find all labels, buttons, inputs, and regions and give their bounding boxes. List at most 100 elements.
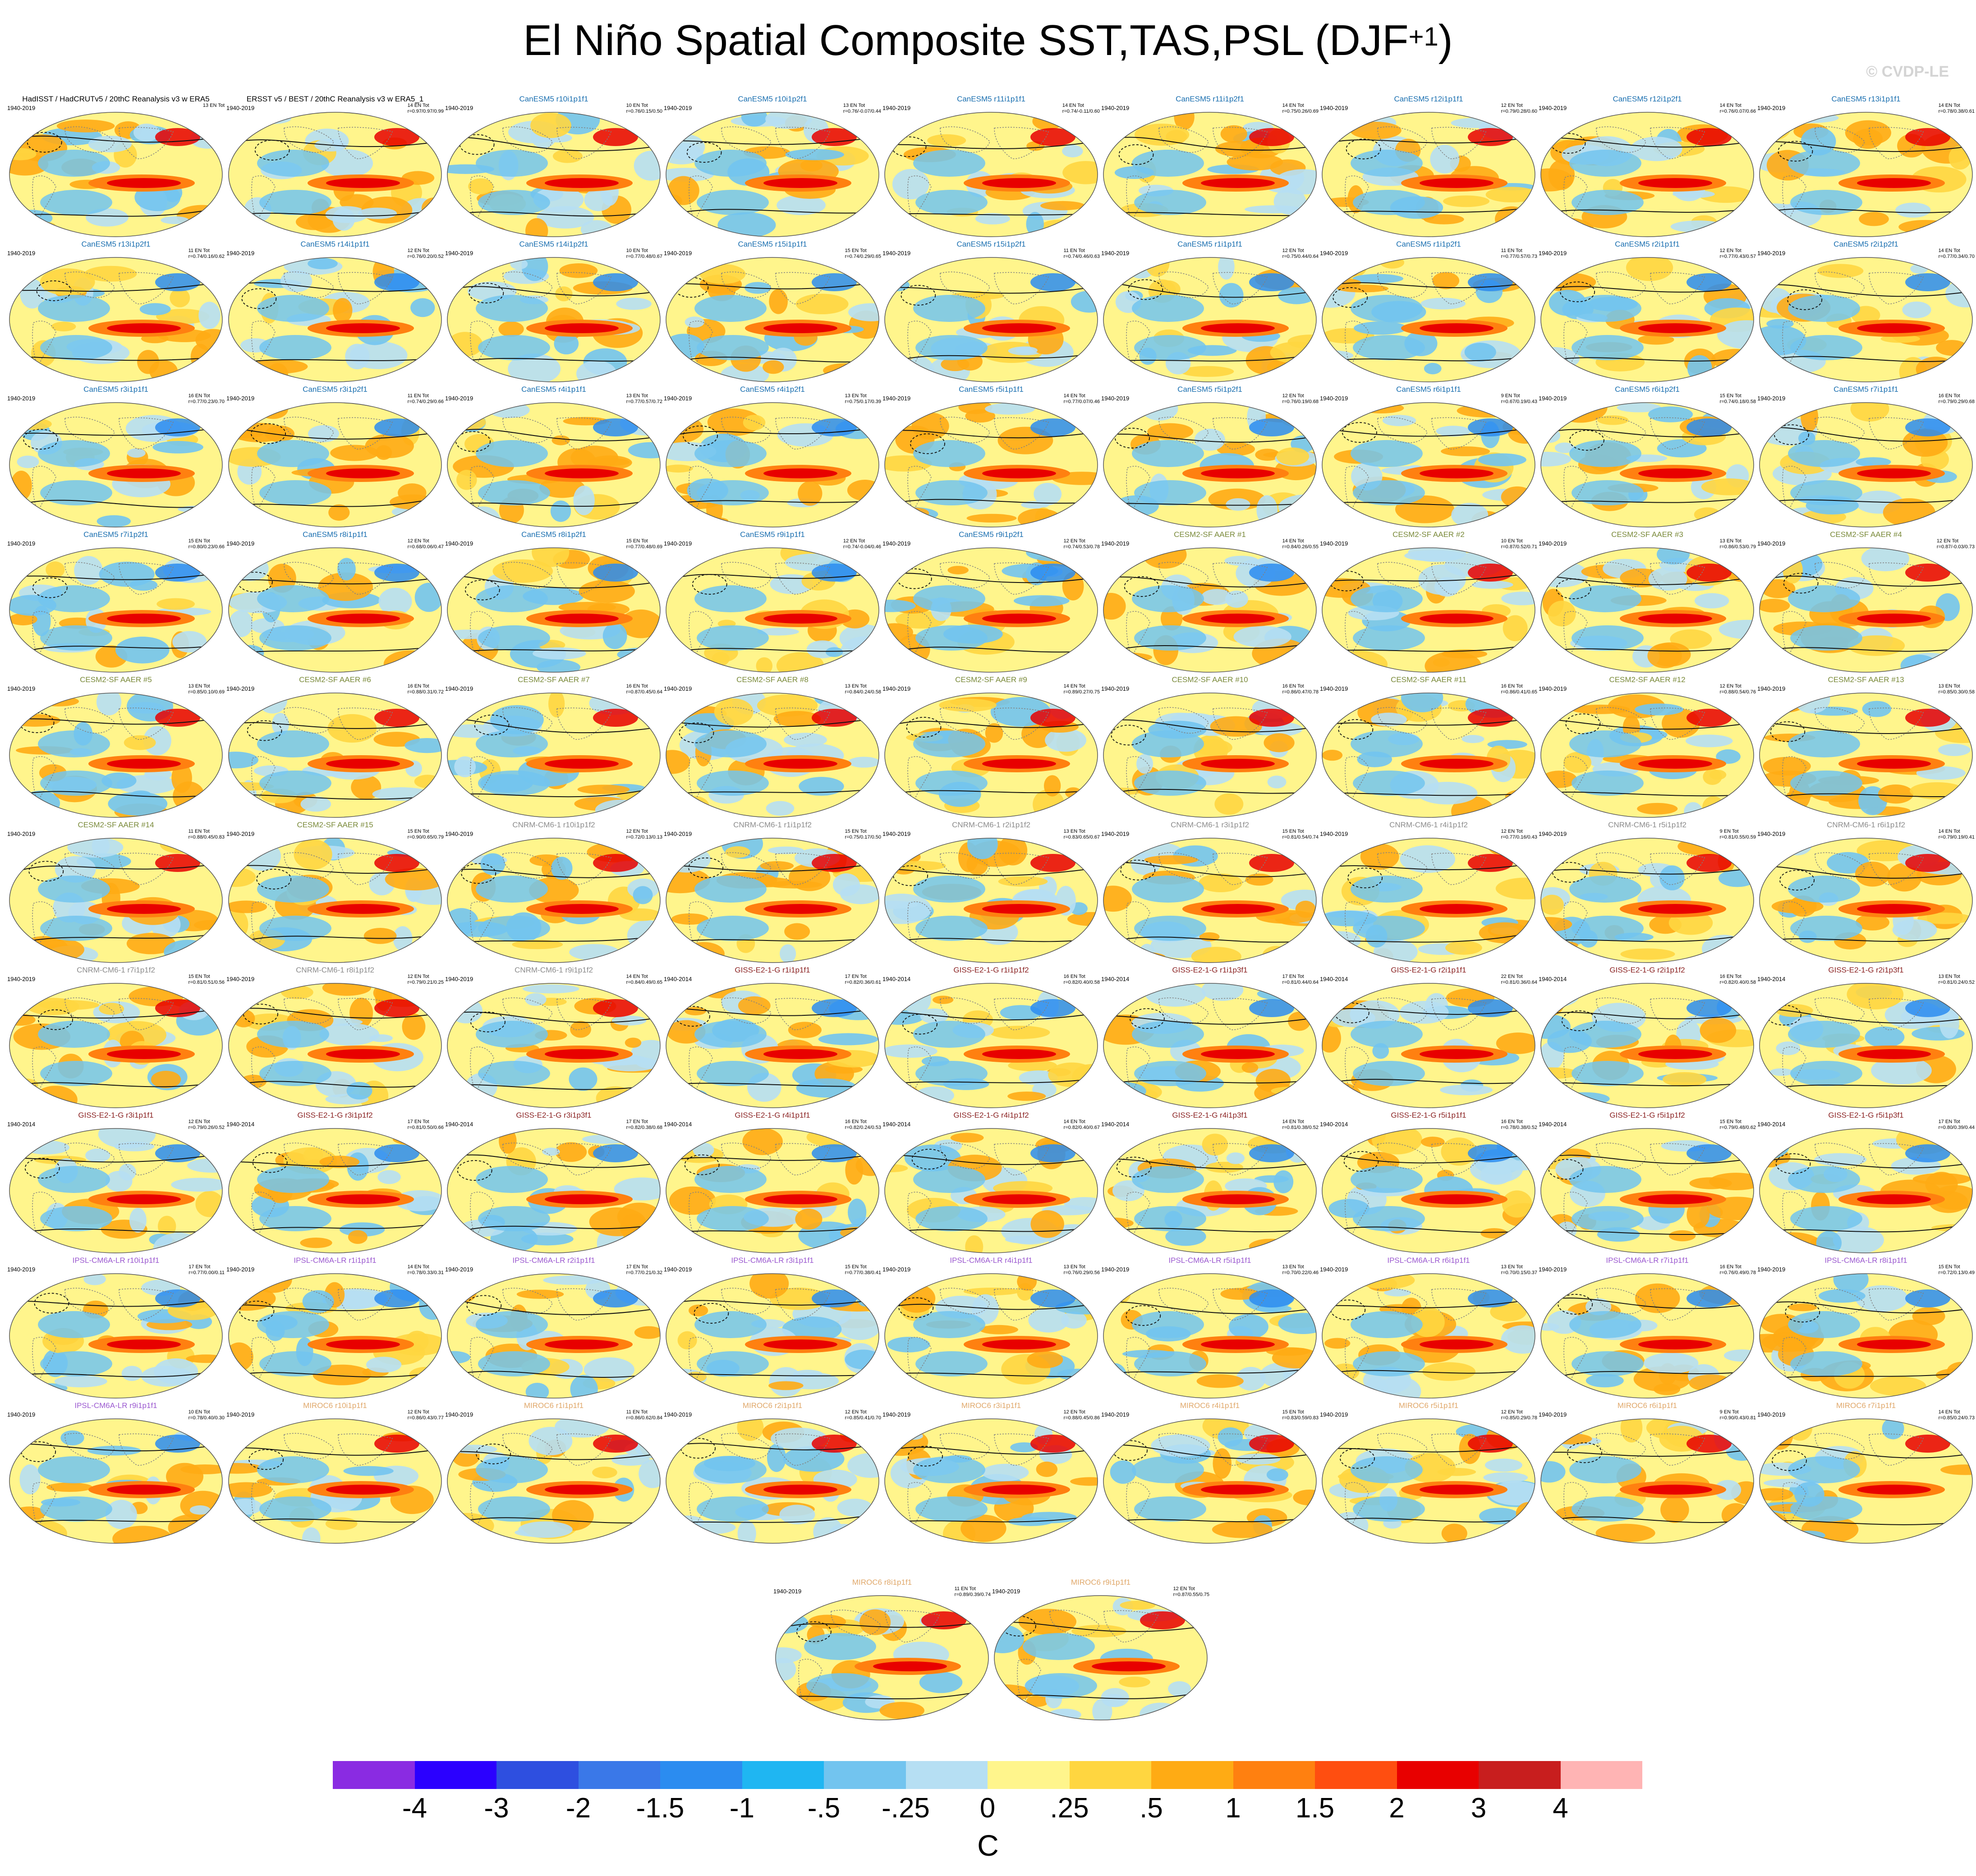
anomaly-patch — [19, 1464, 41, 1495]
panel-years: 1940-2019 — [1101, 250, 1130, 257]
psl-contour — [901, 284, 936, 306]
panel-title: MIROC6 r4i1p1f1 — [1180, 1401, 1240, 1410]
continent-outline — [32, 1192, 56, 1240]
anomaly-patch — [788, 1022, 822, 1038]
psl-contour — [252, 1152, 288, 1173]
map-border — [1540, 1418, 1754, 1544]
anomaly-patch — [13, 1433, 31, 1445]
psl-contour — [893, 865, 928, 886]
psl-contour — [1000, 1622, 1204, 1632]
panel-stats: 16 EN Tot r=0.76/0.49/0.78 — [1719, 1264, 1756, 1275]
anomaly-patch — [1902, 429, 1948, 457]
anomaly-patch — [1331, 1009, 1375, 1027]
psl-contour — [1328, 1369, 1531, 1374]
world-map — [447, 257, 661, 382]
map-border — [1322, 838, 1535, 963]
psl-contour — [671, 573, 875, 580]
map-panel: CanESM5 r15i1p1f1 1940-2019 15 EN Tot r=0.… — [663, 240, 882, 384]
anomaly-patch — [1801, 127, 1836, 156]
world-map — [9, 112, 223, 237]
panel-stats: 10 EN Tot r=0.78/0.40/0.30 — [188, 1409, 225, 1421]
nino-core — [1201, 1339, 1275, 1349]
anomaly-patch — [915, 625, 988, 651]
map-panel: MIROC6 r10i1p1f1 1940-2019 12 EN Tot r=0.8… — [225, 1401, 445, 1546]
anomaly-patch — [259, 480, 331, 505]
continent-outline — [1213, 853, 1268, 885]
psl-contour — [1546, 497, 1750, 503]
psl-contour — [890, 1446, 1094, 1455]
anomaly-patch — [559, 263, 598, 278]
nino-core — [107, 1194, 181, 1204]
continent-outline — [775, 562, 830, 595]
continent-outline — [1782, 175, 1806, 224]
map-border — [1540, 257, 1754, 382]
map-panel: CanESM5 r3i1p2f1 1940-2019 11 EN Tot r=0.7… — [225, 385, 445, 529]
continent-outline — [502, 1142, 553, 1169]
anomaly-patch — [404, 738, 441, 753]
psl-contour — [1109, 433, 1313, 443]
psl-contour — [890, 213, 1094, 216]
anomaly-patch — [1871, 1056, 1932, 1085]
anomaly-patch — [550, 500, 571, 522]
psl-contour — [1109, 1080, 1313, 1084]
panel-title: CanESM5 r9i1p2f1 — [959, 530, 1024, 539]
anomaly-patch — [913, 150, 985, 177]
anomaly-patch — [537, 660, 581, 672]
psl-contour — [906, 717, 942, 738]
anomaly-patch — [1111, 1277, 1132, 1303]
anomaly-patch — [1512, 694, 1534, 720]
anomaly-patch — [1788, 1303, 1817, 1312]
continent-outline — [689, 466, 713, 514]
psl-contour — [1546, 934, 1750, 942]
anomaly-patch — [741, 112, 767, 127]
world-map — [884, 838, 1098, 963]
continent-outline — [775, 707, 830, 740]
panel-title: MIROC6 r3i1p1f1 — [961, 1401, 1021, 1410]
anomaly-patch — [1847, 983, 1904, 1009]
anomaly-patch — [1503, 1087, 1527, 1106]
panel-stats: 12 EN Tot r=0.88/0.54/0.76 — [1719, 683, 1756, 695]
continent-outline — [721, 417, 772, 443]
anomaly-patch — [694, 1021, 767, 1048]
anomaly-patch — [1418, 564, 1466, 595]
anomaly-patch — [1202, 1133, 1228, 1156]
nino-core — [1201, 1485, 1275, 1495]
anomaly-patch — [543, 1275, 603, 1285]
psl-contour — [237, 572, 273, 593]
anomaly-patch — [259, 1206, 331, 1231]
world-map — [9, 1128, 223, 1253]
anomaly-patch — [1572, 1351, 1644, 1376]
anomaly-patch — [54, 1375, 107, 1388]
psl-contour — [1775, 1153, 1811, 1174]
continent-outline — [556, 1433, 611, 1466]
anomaly-patch — [593, 418, 638, 436]
map-background — [666, 403, 879, 527]
anomaly-patch — [1862, 701, 1892, 717]
anomaly-patch — [1132, 730, 1204, 757]
continent-outline — [907, 1337, 932, 1385]
world-map — [884, 257, 1098, 382]
anomaly-patch — [1354, 321, 1407, 335]
map-panel: GISS-E2-1-G r3i1p3f1 1940-2014 17 EN Tot r… — [444, 1111, 663, 1255]
anomaly-patch — [1034, 483, 1062, 505]
nino-core — [545, 904, 619, 914]
map-border — [884, 402, 1098, 527]
continent-outline — [1377, 126, 1428, 153]
anomaly-patch — [124, 735, 156, 750]
world-map — [1103, 838, 1317, 963]
anomaly-patch — [1147, 423, 1194, 440]
anomaly-patch — [38, 1311, 110, 1338]
anomaly-patch — [913, 295, 985, 322]
continent-outline — [64, 707, 115, 734]
anomaly-patch — [1626, 257, 1673, 281]
anomaly-patch — [1132, 295, 1204, 322]
panel-title: CESM2-SF AAER #1 — [1174, 530, 1246, 539]
anomaly-patch — [1791, 1530, 1825, 1540]
anomaly-patch — [155, 273, 200, 291]
psl-contour — [28, 861, 64, 882]
anomaly-patch — [40, 771, 112, 796]
anomaly-patch — [1912, 1307, 1945, 1326]
anomaly-patch — [451, 1445, 497, 1454]
anomaly-patch — [1790, 190, 1862, 215]
world-map — [447, 112, 661, 237]
